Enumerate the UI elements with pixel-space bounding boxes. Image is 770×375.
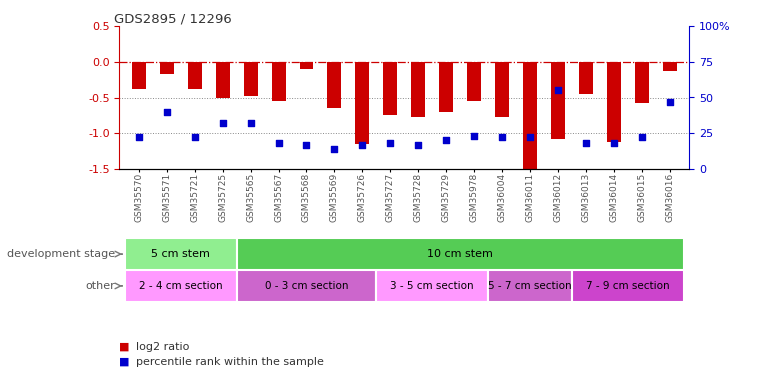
Point	[468, 133, 480, 139]
Point	[412, 141, 424, 147]
Bar	[551, 62, 565, 139]
Bar	[243, 62, 258, 96]
Bar	[579, 62, 593, 94]
Bar	[272, 62, 286, 101]
Point	[161, 109, 173, 115]
Bar	[607, 62, 621, 142]
Text: 2 - 4 cm section: 2 - 4 cm section	[139, 281, 223, 291]
Bar	[495, 62, 509, 117]
Text: 7 - 9 cm section: 7 - 9 cm section	[586, 281, 669, 291]
Point	[440, 137, 452, 143]
Bar	[663, 62, 677, 71]
Point	[328, 146, 340, 152]
Bar	[236, 270, 377, 302]
Point	[580, 140, 592, 146]
Bar	[236, 238, 684, 270]
Bar	[300, 62, 313, 69]
Text: other: other	[85, 281, 116, 291]
Bar	[356, 62, 370, 144]
Text: log2 ratio: log2 ratio	[136, 342, 189, 352]
Bar	[488, 270, 572, 302]
Bar	[439, 62, 453, 112]
Bar	[132, 62, 146, 89]
Text: development stage: development stage	[8, 249, 115, 259]
Bar	[216, 62, 229, 98]
Bar	[411, 62, 425, 117]
Text: 0 - 3 cm section: 0 - 3 cm section	[265, 281, 348, 291]
Bar	[523, 62, 537, 172]
Point	[552, 87, 564, 93]
Bar	[160, 62, 174, 74]
Point	[496, 134, 508, 140]
Bar	[467, 62, 481, 101]
Bar	[125, 270, 236, 302]
Point	[273, 140, 285, 146]
Point	[300, 141, 313, 147]
Bar	[634, 62, 648, 103]
Bar	[125, 238, 236, 270]
Point	[664, 99, 676, 105]
Point	[384, 140, 397, 146]
Bar	[327, 62, 341, 108]
Point	[524, 134, 536, 140]
Point	[357, 141, 369, 147]
Text: percentile rank within the sample: percentile rank within the sample	[136, 357, 324, 367]
Bar	[383, 62, 397, 116]
Point	[244, 120, 256, 126]
Bar	[572, 270, 684, 302]
Point	[216, 120, 229, 126]
Point	[608, 140, 620, 146]
Bar	[377, 270, 488, 302]
Text: 3 - 5 cm section: 3 - 5 cm section	[390, 281, 474, 291]
Text: GDS2895 / 12296: GDS2895 / 12296	[114, 12, 232, 25]
Text: ■: ■	[119, 357, 130, 367]
Point	[635, 134, 648, 140]
Point	[132, 134, 145, 140]
Text: 10 cm stem: 10 cm stem	[427, 249, 493, 259]
Bar	[188, 62, 202, 89]
Text: 5 cm stem: 5 cm stem	[152, 249, 210, 259]
Text: ■: ■	[119, 342, 130, 352]
Text: 5 - 7 cm section: 5 - 7 cm section	[488, 281, 572, 291]
Point	[189, 134, 201, 140]
